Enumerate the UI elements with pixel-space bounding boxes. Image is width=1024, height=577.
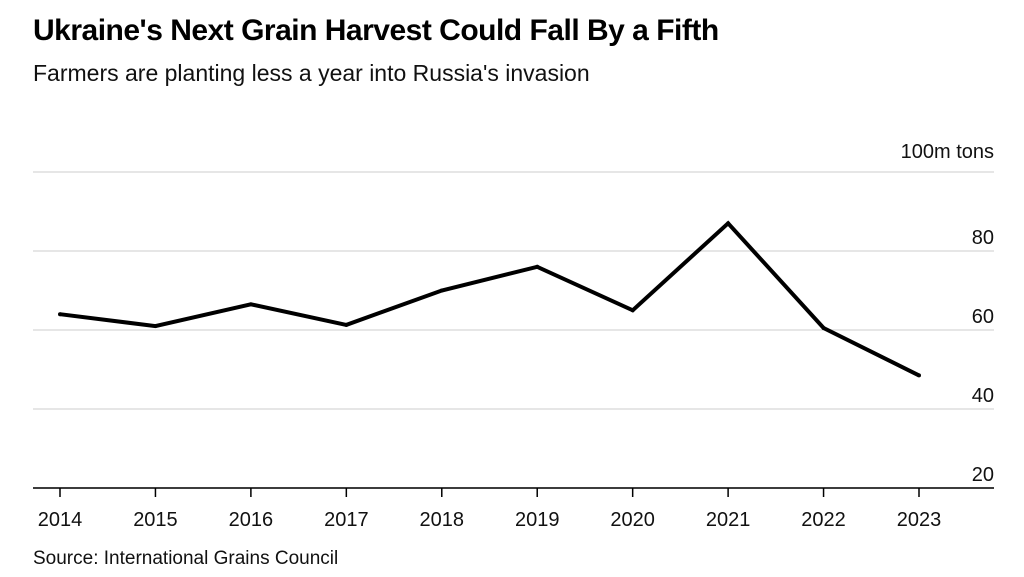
x-tick-label: 2016 [229,509,274,531]
y-tick-label: 60 [972,306,994,328]
series-line [59,220,920,378]
chart-subtitle: Farmers are planting less a year into Ru… [33,60,590,86]
y-tick-label: 20 [972,464,994,486]
y-axis-unit-label: 100m tons [901,141,994,163]
x-tick-label: 2014 [38,509,83,531]
y-axis-ticks: 20 40 60 80 [972,227,994,486]
y-tick-label: 40 [972,385,994,407]
x-tick-label: 2020 [610,509,655,531]
x-tick-label: 2017 [324,509,369,531]
data-point [153,324,158,329]
data-point [917,373,921,378]
x-tick-label: 2019 [515,509,560,531]
data-point [535,264,540,269]
data-point [630,308,635,313]
data-point [726,221,731,226]
x-axis-ticks: 2014 2015 2016 2017 2018 2019 2020 2021 2022 2023 [38,488,942,531]
data-point [821,326,826,331]
chart-source: Source: International Grains Council [33,548,339,569]
x-tick-label: 2015 [133,509,178,531]
y-tick-label: 80 [972,227,994,249]
x-tick-label: 2022 [801,509,846,531]
data-point [248,302,253,307]
data-point [439,288,444,293]
x-tick-label: 2018 [420,509,465,531]
data-point [58,312,62,317]
gridlines [33,171,994,489]
x-tick-label: 2021 [706,509,751,531]
data-point [344,322,349,327]
x-tick-label: 2023 [897,509,942,531]
chart-title: Ukraine's Next Grain Harvest Could Fall … [33,14,719,47]
series-layer [58,220,921,378]
